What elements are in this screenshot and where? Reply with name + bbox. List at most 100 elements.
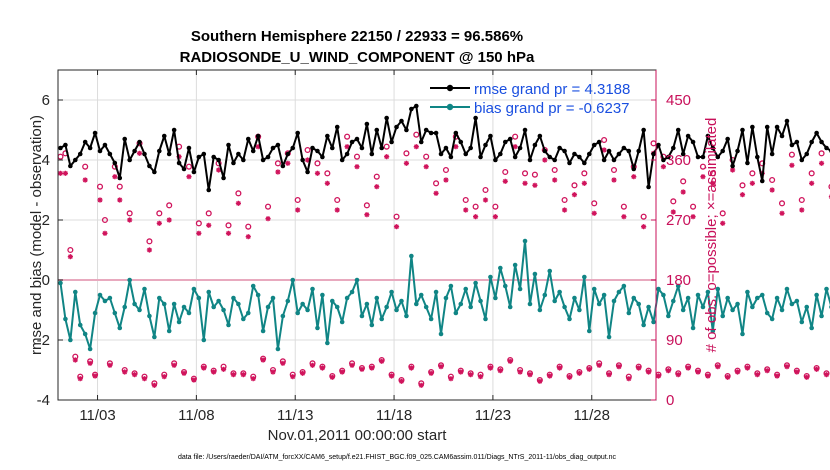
bias-point xyxy=(211,304,216,310)
rmse-point xyxy=(764,124,770,130)
rmse-point xyxy=(181,166,187,172)
possible-obs-marker xyxy=(788,151,795,158)
rmse-point xyxy=(557,145,562,151)
assimilated-obs-marker xyxy=(641,224,647,230)
bias-point xyxy=(374,295,380,301)
assimilated-obs-marker xyxy=(591,210,597,216)
rmse-point xyxy=(636,148,642,154)
rmse-point xyxy=(448,154,454,160)
assimilated-obs-marker xyxy=(542,157,548,163)
bias-point xyxy=(695,292,701,298)
assimilated-obs-marker xyxy=(230,372,237,378)
rmse-point xyxy=(399,118,404,124)
assimilated-obs-marker xyxy=(235,200,241,206)
bias-point xyxy=(745,289,750,295)
assimilated-obs-marker xyxy=(705,373,711,379)
y-tick-label: 0 xyxy=(42,272,50,289)
rmse-point xyxy=(216,157,221,163)
y2-tick-label: 360 xyxy=(666,152,691,169)
plot-area xyxy=(58,70,656,400)
bias-point xyxy=(171,301,177,307)
rmse-point xyxy=(127,157,132,163)
rmse-point xyxy=(478,154,483,160)
rmse-point xyxy=(226,142,231,148)
rmse-point xyxy=(97,148,103,154)
bias-point xyxy=(186,310,192,316)
rmse-point xyxy=(142,151,147,157)
rmse-point xyxy=(606,148,612,154)
y2-tick-label: 450 xyxy=(666,92,691,109)
possible-obs-marker xyxy=(749,170,756,177)
assimilated-obs-marker xyxy=(97,197,103,203)
rmse-point xyxy=(137,139,142,145)
bias-point xyxy=(87,346,93,352)
bias-point xyxy=(646,304,651,310)
bias-point xyxy=(725,295,730,301)
assimilated-obs-marker xyxy=(581,180,587,186)
y-axis-ticks: -4 -2 0 2 4 6 xyxy=(37,92,63,409)
assimilated-obs-marker xyxy=(220,366,227,372)
rmse-point xyxy=(241,157,246,163)
bias-point xyxy=(591,286,597,292)
rmse-point xyxy=(527,157,533,163)
rmse-point xyxy=(443,145,449,151)
bias-point xyxy=(265,304,271,310)
possible-obs-marker xyxy=(353,153,361,160)
rmse-point xyxy=(779,133,785,139)
assimilated-obs-marker xyxy=(670,209,676,215)
possible-obs-marker xyxy=(264,203,272,210)
rmse-point xyxy=(72,157,78,163)
x-tick-label: 11/13 xyxy=(277,407,313,424)
rmse-point xyxy=(700,154,706,160)
assimilated-obs-marker xyxy=(369,365,375,371)
possible-obs-marker xyxy=(472,203,479,210)
assimilated-obs-marker xyxy=(329,374,335,380)
assimilated-obs-marker xyxy=(290,374,296,380)
bias-point xyxy=(280,313,286,319)
rmse-point xyxy=(102,142,108,148)
assimilated-obs-marker xyxy=(82,177,88,183)
rmse-point xyxy=(695,154,701,160)
rmse-point xyxy=(601,157,607,163)
bias-point xyxy=(759,292,765,298)
bias-point xyxy=(572,295,577,301)
assimilated-obs-marker xyxy=(487,365,494,371)
possible-obs-marker xyxy=(96,183,104,190)
assimilated-obs-marker xyxy=(186,174,192,180)
rmse-point xyxy=(196,154,202,160)
possible-obs-marker xyxy=(521,170,529,177)
possible-obs-marker xyxy=(413,131,420,138)
assimilated-obs-marker xyxy=(201,365,207,371)
x-tick-label: 11/23 xyxy=(475,407,511,424)
assimilated-obs-marker xyxy=(384,154,390,160)
rmse-point xyxy=(285,151,291,157)
rmse-point xyxy=(473,115,478,121)
y2-axis-label: # of obs: o=possible; ×=assimilated xyxy=(703,118,720,353)
assimilated-obs-marker xyxy=(151,382,157,388)
rmse-point xyxy=(300,157,305,163)
assimilated-obs-marker xyxy=(680,189,686,195)
bias-point xyxy=(755,295,760,301)
rmse-point xyxy=(171,127,177,133)
assimilated-obs-marker xyxy=(675,372,681,378)
bias-point xyxy=(418,292,424,298)
rmse-point xyxy=(157,148,162,154)
bias-point xyxy=(245,310,251,316)
rmse-point xyxy=(542,148,548,154)
rmse-point xyxy=(339,157,345,163)
rmse-point xyxy=(582,160,587,166)
assimilated-obs-marker xyxy=(374,184,380,190)
bias-point xyxy=(700,304,706,310)
possible-obs-marker xyxy=(67,246,74,254)
rmse-point xyxy=(374,127,380,133)
rmse-point xyxy=(359,145,365,151)
rmse-point xyxy=(369,151,375,157)
assimilated-obs-marker xyxy=(280,360,286,366)
assimilated-obs-marker xyxy=(344,144,350,150)
rmse-point xyxy=(201,151,207,157)
y-tick-label: 4 xyxy=(42,152,50,169)
legend-bias-label: bias grand pr = -0.6237 xyxy=(474,100,630,117)
assimilated-obs-marker xyxy=(285,160,291,166)
rmse-point xyxy=(112,160,118,166)
assimilated-obs-marker xyxy=(107,362,113,368)
